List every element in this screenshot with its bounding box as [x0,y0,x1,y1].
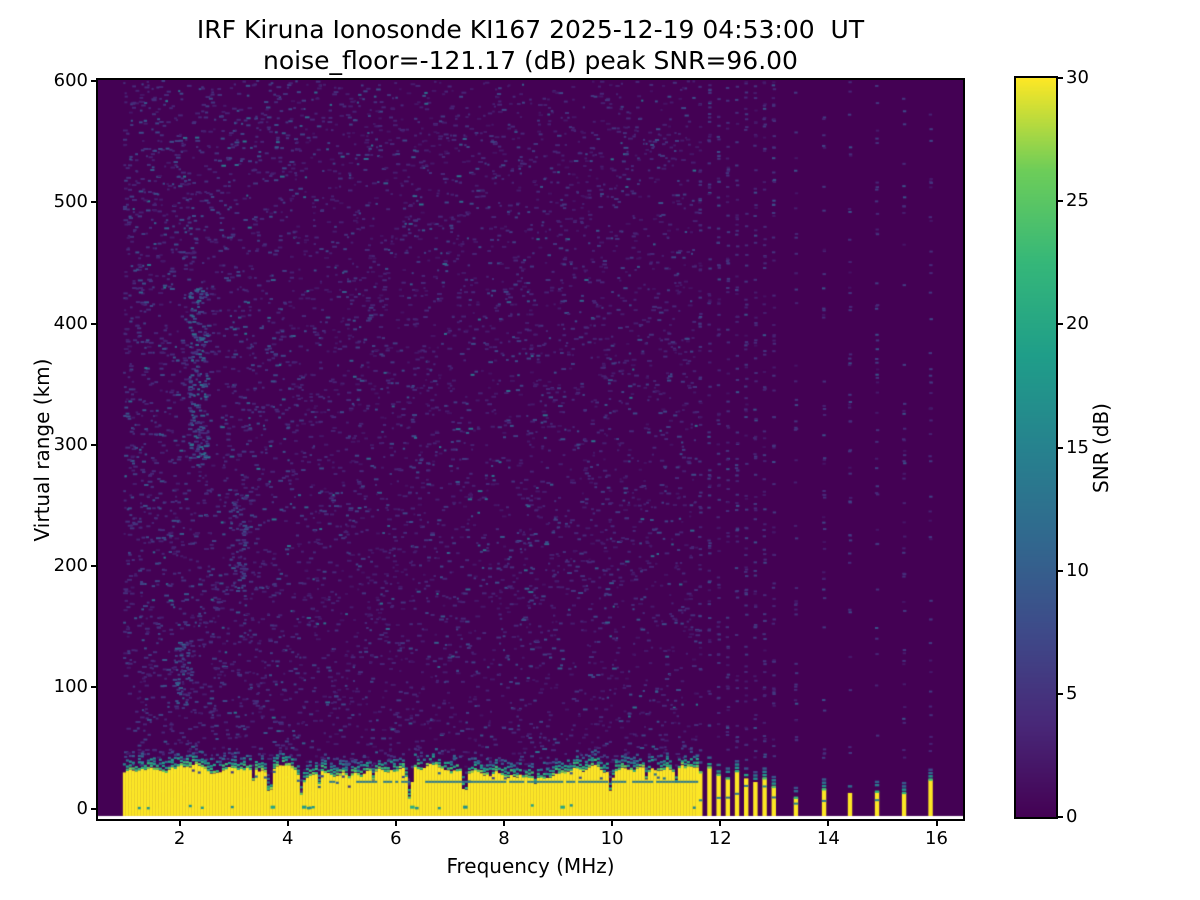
colorbar-tick-mark [1057,446,1063,449]
x-tick-label: 6 [390,828,402,849]
x-axis-label: Frequency (MHz) [446,854,615,878]
colorbar-tick-mark [1057,200,1063,203]
y-tick-label: 300 [53,433,88,455]
x-tick-mark [503,820,505,826]
colorbar-tick-label: 20 [1066,313,1089,335]
y-tick-label: 0 [76,797,88,819]
x-tick-mark [286,820,289,826]
x-tick-label: 10 [600,828,624,849]
x-tick-label: 4 [282,828,294,849]
colorbar-tick-mark [1057,692,1063,695]
colorbar-tick-label: 25 [1066,190,1089,212]
colorbar-tick-label: 10 [1066,559,1089,581]
x-tick-mark [719,820,722,826]
x-tick-label: 16 [925,828,948,849]
colorbar-tick-mark [1057,323,1063,326]
y-tick-label: 200 [53,555,88,577]
x-tick-label: 2 [173,828,186,849]
y-tick-mark [91,201,97,204]
y-tick-mark [91,807,97,810]
colorbar-tick-mark [1057,816,1063,818]
y-tick-label: 400 [53,312,88,334]
colorbar-gradient [1016,78,1056,817]
colorbar-tick-label: 15 [1066,436,1089,458]
ionogram-heatmap [98,80,963,819]
y-tick-mark [91,80,97,83]
y-tick-mark [91,322,97,325]
chart-subtitle: noise_floor=-121.17 (dB) peak SNR=96.00 [263,46,798,75]
x-tick-mark [827,820,830,826]
x-tick-label: 8 [498,828,510,849]
x-tick-mark [611,820,614,826]
y-tick-label: 500 [53,191,88,213]
colorbar-tick-mark [1057,77,1063,79]
colorbar-tick-label: 30 [1066,67,1089,88]
chart-title: IRF Kiruna Ionosonde KI167 2025-12-19 04… [196,15,865,44]
x-tick-label: 12 [708,828,732,849]
x-tick-mark [178,820,181,826]
y-tick-mark [91,443,97,446]
y-tick-label: 100 [53,676,88,698]
colorbar-tick-mark [1057,569,1063,572]
x-tick-mark [394,820,397,826]
x-tick-label: 14 [816,828,840,849]
colorbar-tick-label: 5 [1066,682,1078,704]
x-tick-mark [935,820,938,826]
y-tick-mark [91,686,97,689]
colorbar-tick-label: 0 [1066,806,1078,827]
y-tick-label: 600 [53,70,88,92]
y-tick-mark [91,565,97,568]
